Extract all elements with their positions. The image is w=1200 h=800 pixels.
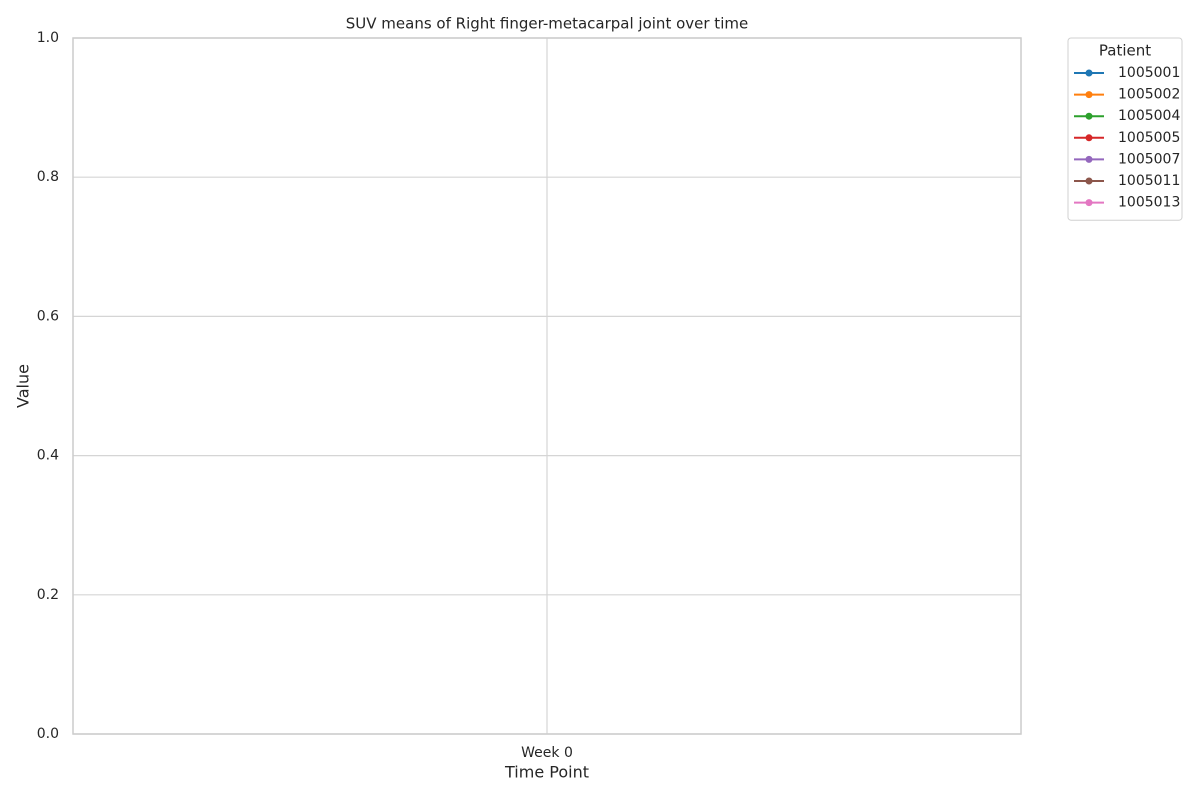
legend-label: 1005013 xyxy=(1118,195,1180,211)
y-tick-label: 1.0 xyxy=(37,30,59,46)
y-axis-label: Value xyxy=(14,364,33,408)
legend-label: 1005002 xyxy=(1118,87,1180,103)
legend-marker xyxy=(1085,177,1093,185)
legend-label: 1005011 xyxy=(1118,173,1180,189)
legend-marker xyxy=(1085,155,1093,163)
y-tick-label: 0.6 xyxy=(37,308,59,324)
legend-box xyxy=(1067,37,1183,221)
legend-marker xyxy=(1085,91,1093,99)
legend-label: 1005007 xyxy=(1118,151,1180,167)
legend-marker xyxy=(1085,69,1093,77)
legend-label: 1005001 xyxy=(1118,65,1180,81)
y-tick-label: 0.0 xyxy=(37,726,59,742)
legend-title: Patient xyxy=(1099,42,1151,60)
plot-frame xyxy=(72,37,1022,735)
y-tick-label: 0.8 xyxy=(37,169,59,185)
chart-title: SUV means of Right finger-metacarpal joi… xyxy=(346,15,748,33)
y-tick-label: 0.4 xyxy=(37,448,59,464)
legend-label: 1005005 xyxy=(1118,130,1180,146)
x-axis-label: Time Point xyxy=(504,763,589,782)
y-tick-label: 0.2 xyxy=(37,587,59,603)
legend-label: 1005004 xyxy=(1118,108,1180,124)
legend-marker xyxy=(1085,199,1093,207)
legend-marker xyxy=(1085,112,1093,120)
legend-marker xyxy=(1085,134,1093,142)
x-tick-label: Week 0 xyxy=(521,745,573,761)
